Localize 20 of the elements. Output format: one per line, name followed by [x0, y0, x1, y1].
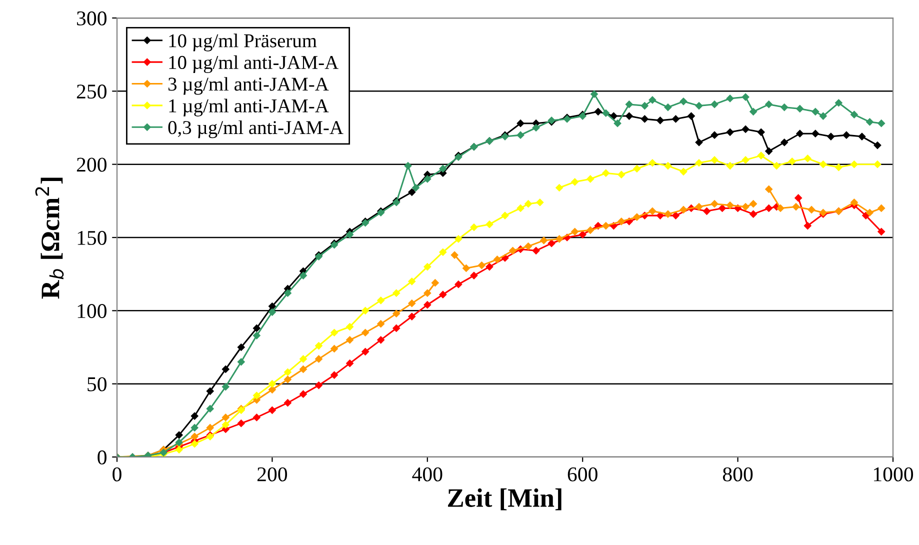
x-tick-label: 0: [112, 467, 122, 482]
y-axis-title: R$_{b}$ [Ωcm$^{2}$]: [35, 178, 64, 299]
legend-label: 3 µg/ml anti-JAM-A: [168, 77, 329, 95]
y-tick-label: 0: [98, 450, 106, 464]
legend-label: 0,3 µg/ml anti-JAM-A: [168, 120, 344, 138]
y-tick-label: 100: [78, 304, 106, 318]
x-tick-label: 400: [412, 467, 442, 482]
y-tick-label: 50: [88, 377, 106, 392]
legend-label: 10 µg/ml anti-JAM-A: [169, 55, 338, 74]
x-tick-label: 200: [257, 467, 288, 482]
y-tick-label: 250: [76, 84, 106, 99]
x-tick-label: 1000: [874, 467, 914, 482]
y-tick-label: 150: [78, 230, 106, 245]
x-axis-title: Zeit [Min]: [448, 488, 562, 510]
x-tick-label: 600: [568, 467, 598, 482]
legend-label: 10 µg/ml Präserum: [169, 34, 317, 52]
legend-label: 1 µg/ml anti-JAM-A: [169, 98, 329, 116]
y-tick-label: 300: [77, 11, 106, 26]
x-tick-label: 800: [722, 467, 753, 482]
y-tick-label: 200: [76, 158, 106, 172]
